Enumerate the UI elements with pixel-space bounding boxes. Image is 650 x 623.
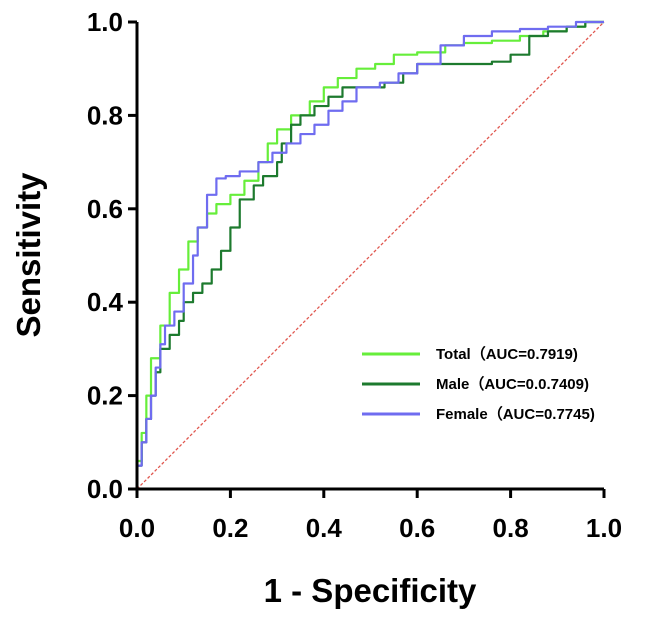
x-axis-title: 1 - Specificity	[264, 572, 477, 609]
y-tick-label: 1.0	[87, 7, 123, 37]
x-tick-label: 1.0	[586, 513, 622, 543]
x-tick-label: 0.8	[493, 513, 529, 543]
plot-area	[135, 20, 605, 490]
y-tick-label: 0.6	[87, 194, 123, 224]
legend-label-total: Total（AUC=0.7919)	[436, 345, 578, 363]
y-tick-label: 0.8	[87, 100, 123, 130]
y-tick-label: 0.4	[87, 287, 124, 317]
y-axis-title: Sensitivity	[10, 172, 47, 338]
roc-line-male	[135, 20, 604, 489]
legend: Total（AUC=0.7919) Male（AUC=0.0.7409) Femal…	[362, 345, 595, 423]
legend-label-male: Male（AUC=0.0.7409)	[436, 375, 589, 393]
x-tick-label: 0.2	[212, 513, 248, 543]
x-axis-ticks: 0.0 0.2 0.4 0.6 0.8 1.0	[119, 489, 622, 543]
x-tick-label: 0.4	[306, 513, 343, 543]
x-tick-label: 0.0	[119, 513, 155, 543]
roc-line-female	[135, 20, 604, 489]
y-tick-label: 0.0	[87, 474, 123, 504]
y-tick-label: 0.2	[87, 381, 123, 411]
reference-diagonal-line	[136, 21, 605, 490]
legend-label-female: Female（AUC=0.7745)	[436, 405, 595, 423]
roc-line-total	[135, 20, 604, 489]
x-tick-label: 0.6	[399, 513, 435, 543]
y-axis-ticks: 0.0 0.2 0.4 0.6 0.8 1.0	[87, 7, 137, 504]
